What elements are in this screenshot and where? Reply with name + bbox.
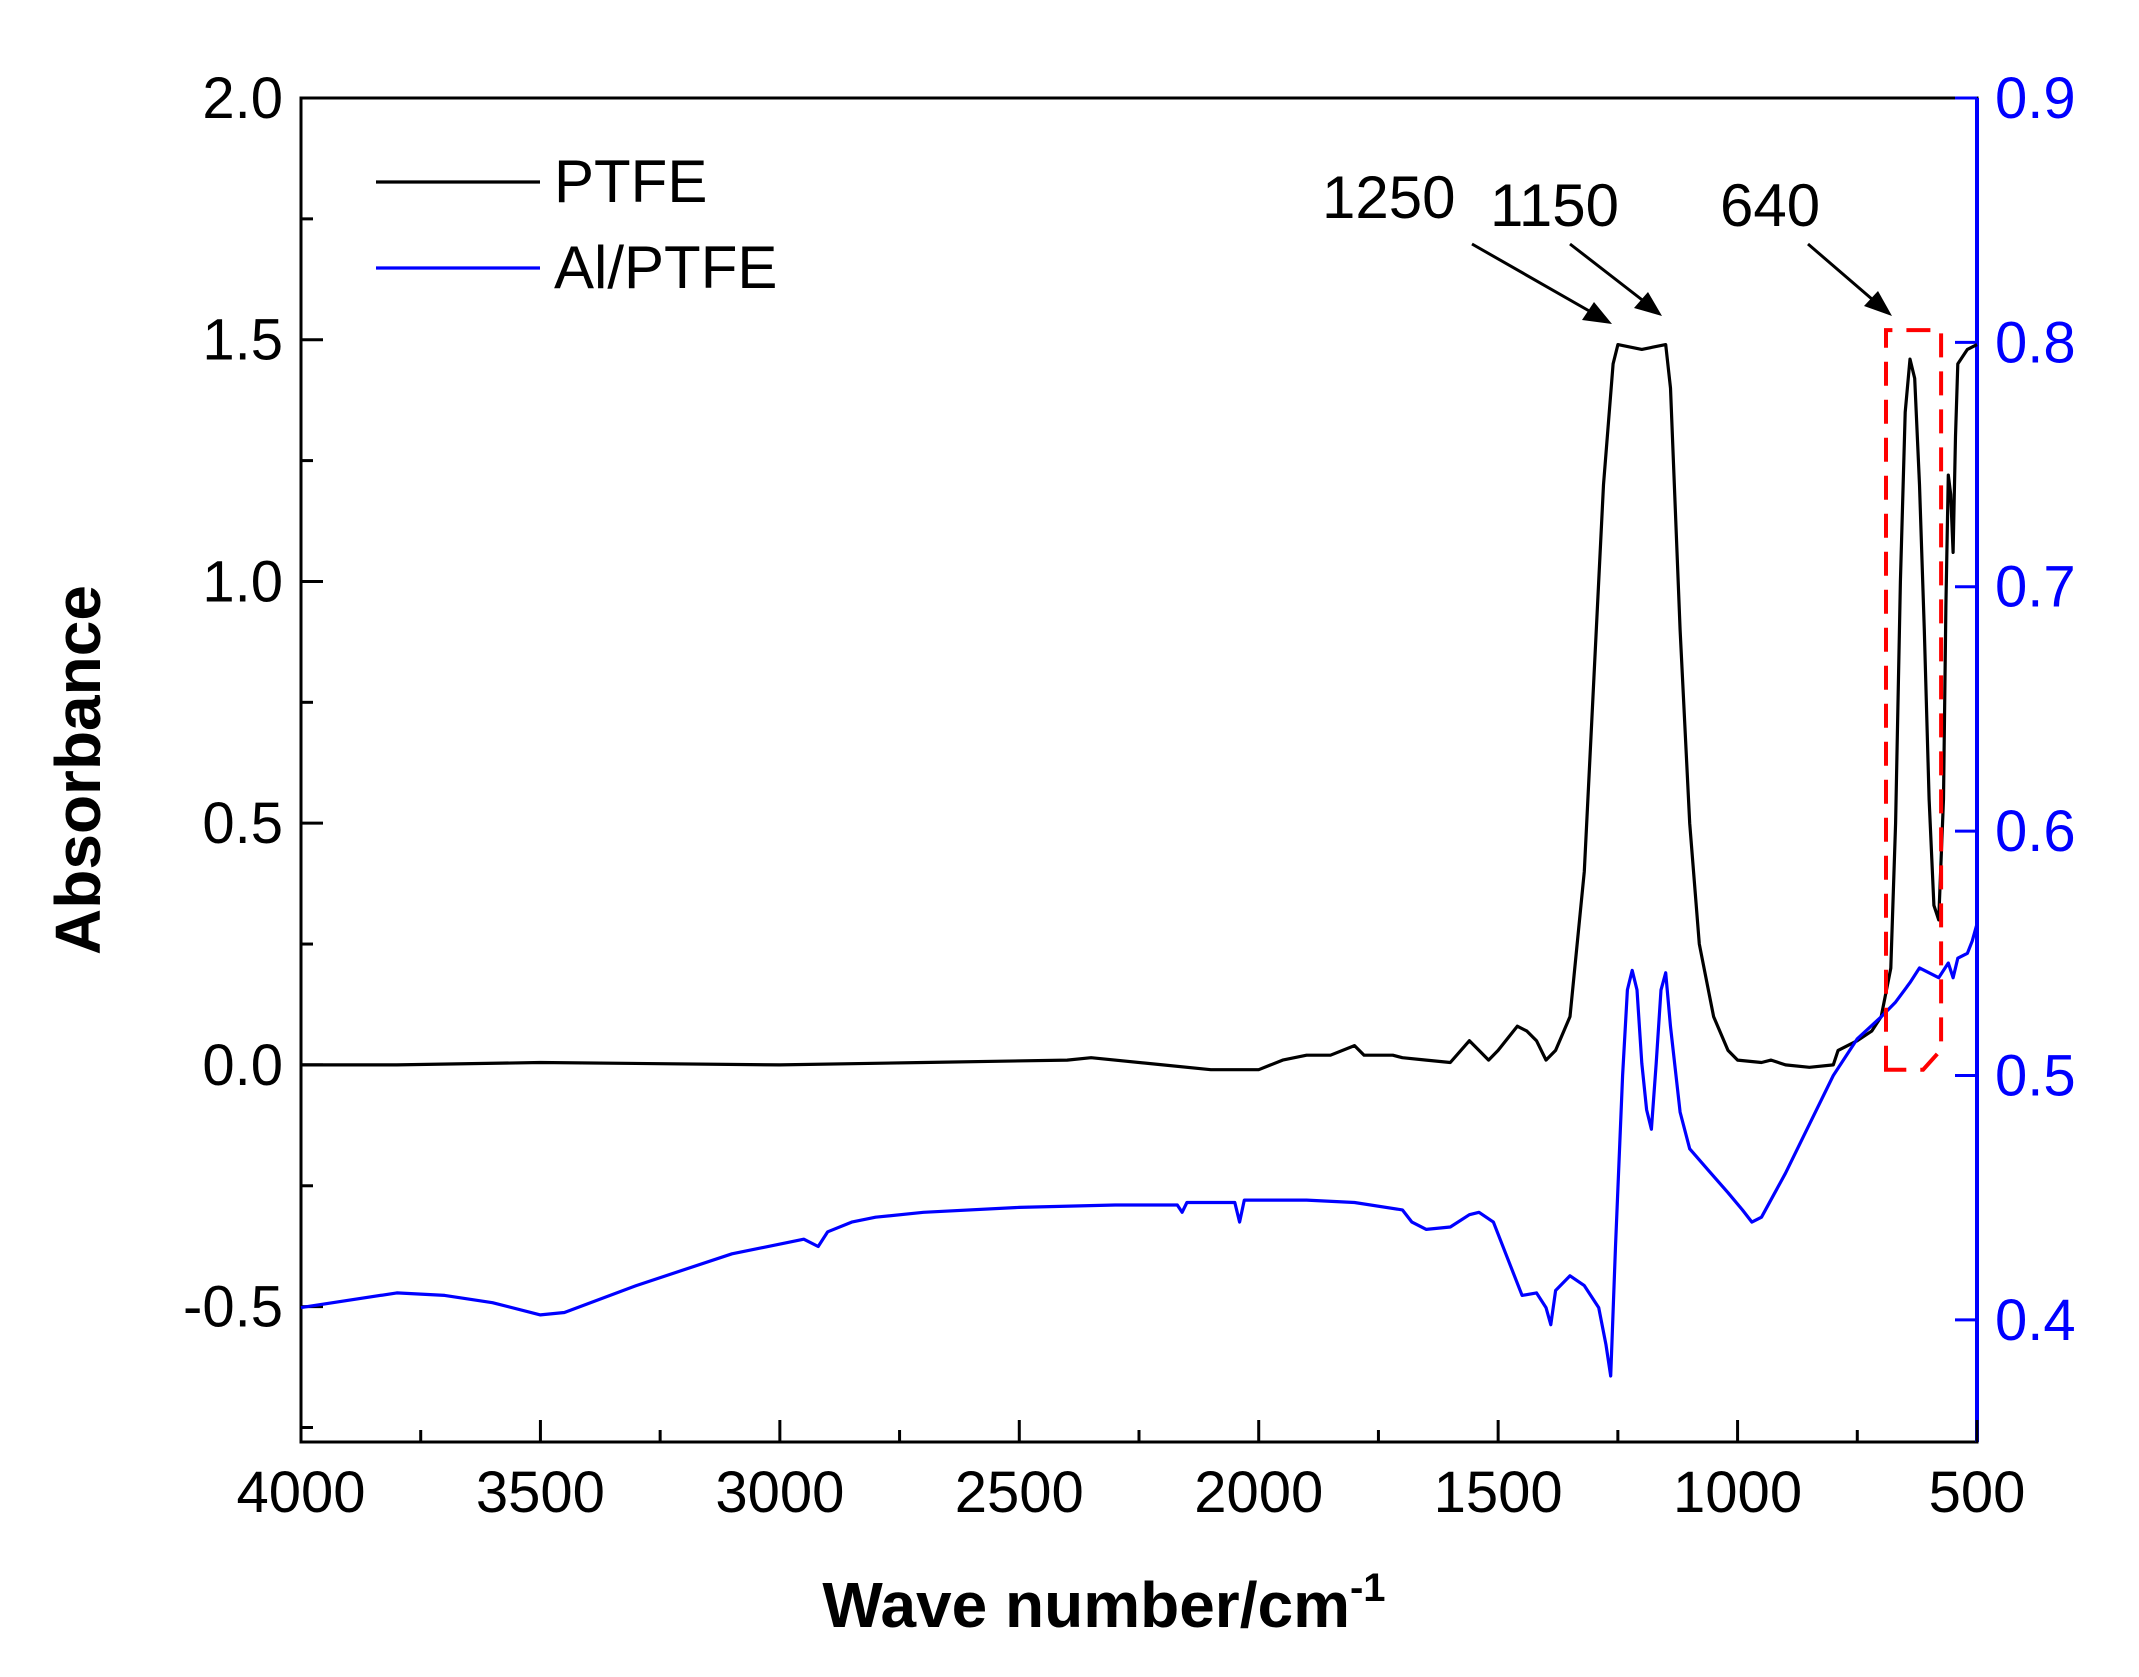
x-axis-title-superscript: -1	[1350, 1566, 1386, 1610]
y-left-tick-label: -0.5	[183, 1275, 283, 1340]
x-tick-label: 1500	[1434, 1460, 1563, 1525]
y-right-tick-label: 0.9	[1995, 66, 2076, 131]
series-al-ptfe-line	[300, 923, 1979, 1378]
highlight-box-640	[1884, 328, 1944, 1072]
y-left-axis-ticks: 2.0 1.5 1.0 0.5 0.0 -0.5	[183, 66, 323, 1429]
x-tick-label: 4000	[236, 1460, 365, 1525]
y-right-tick-label: 0.6	[1995, 799, 2076, 864]
y-axis-title: Absorbance	[42, 585, 114, 955]
x-tick-label: 2000	[1194, 1460, 1323, 1525]
y-left-tick-label: 0.0	[202, 1033, 283, 1098]
x-tick-label: 500	[1929, 1460, 2026, 1525]
annotation-arrow-1150	[1569, 242, 1651, 308]
legend-label-ptfe: PTFE	[554, 148, 707, 215]
y-right-tick-label: 0.7	[1995, 555, 2076, 620]
annotation-label-640: 640	[1720, 172, 1820, 239]
y-right-tick-label: 0.8	[1995, 310, 2076, 375]
y-left-tick-label: 0.5	[202, 791, 283, 856]
y-left-tick-label: 1.5	[202, 308, 283, 373]
plot-frame	[299, 96, 1979, 1444]
annotation-arrowhead-1250	[1582, 302, 1612, 324]
x-axis-title-text: Wave number/cm	[822, 1569, 1350, 1641]
annotation-arrowhead-640	[1864, 291, 1892, 316]
x-tick-label: 3000	[715, 1460, 844, 1525]
x-axis-title: Wave number/cm-1	[822, 1566, 1385, 1641]
series-ptfe-line	[301, 343, 1978, 1072]
y-left-tick-label: 1.0	[202, 549, 283, 614]
x-tick-label: 1000	[1673, 1460, 1802, 1525]
x-tick-label: 3500	[476, 1460, 605, 1525]
y-right-tick-label: 0.4	[1995, 1288, 2076, 1353]
x-axis-ticks: 4000 3500 3000 2500 2000 1500 1000 500	[236, 1420, 2025, 1525]
annotation-arrow-1250	[1471, 242, 1599, 318]
legend: PTFE Al/PTFE	[376, 148, 777, 301]
annotation-label-1250: 1250	[1322, 164, 1455, 231]
y-right-axis-ticks: 0.9 0.8 0.7 0.6 0.5 0.4	[1955, 66, 2076, 1353]
x-tick-label: 2500	[955, 1460, 1084, 1525]
annotations: 1250 1150 640	[1322, 164, 1892, 324]
y-right-tick-label: 0.5	[1995, 1043, 2076, 1108]
y-left-tick-label: 2.0	[202, 66, 283, 131]
annotation-arrow-640	[1807, 242, 1881, 308]
legend-label-al-ptfe: Al/PTFE	[554, 234, 777, 301]
annotation-label-1150: 1150	[1490, 172, 1619, 239]
annotation-arrowhead-1150	[1634, 292, 1662, 316]
